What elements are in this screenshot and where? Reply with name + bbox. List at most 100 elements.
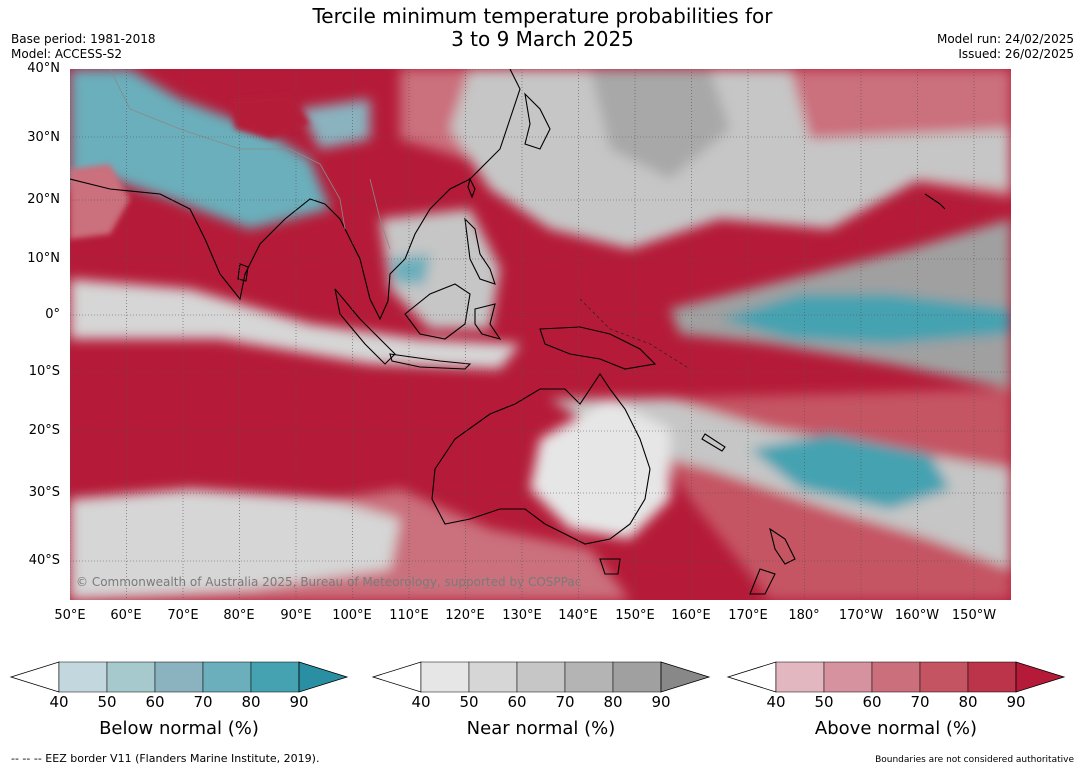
colorbar-near-segment (564, 661, 614, 693)
colorbar-above-tick: 50 (814, 693, 834, 711)
below-normal-borneo (390, 254, 430, 284)
colorbar-near-segment (612, 661, 662, 693)
colorbar-label-above: Above normal (%) (814, 718, 978, 739)
lon-label-160w: 160°W (894, 608, 940, 623)
colorbar-below-segment (202, 661, 252, 693)
lat-label-0: 0° (45, 307, 60, 322)
colorbar-near-normal (371, 661, 711, 693)
colorbar-near-tick: 50 (459, 693, 479, 711)
near-normal-core-north (590, 69, 730, 179)
eez-borders (579, 298, 691, 370)
lat-label-10s: 10°S (28, 364, 60, 379)
colorbar-above-tick: 70 (910, 693, 930, 711)
lon-label-60e: 60°E (110, 608, 142, 623)
below-normal-equatorial-pacific (720, 294, 1011, 344)
lon-label-120e: 120°E (445, 608, 485, 623)
colorbar-near-max-arrow (660, 661, 711, 693)
lon-label-110e: 110°E (389, 608, 429, 623)
near-normal-north-pacific (450, 69, 1011, 249)
coast-tasmania (599, 558, 621, 575)
lat-label-20n: 20°N (27, 192, 60, 207)
lon-label-160e: 160°E (671, 608, 711, 623)
coast-philippines (464, 217, 496, 285)
coast-australia (431, 373, 651, 545)
colorbar-near-segment (516, 661, 566, 693)
border-myanmar (319, 163, 346, 230)
lat-label-30s: 30°S (28, 485, 60, 500)
lon-label-140e: 140°E (558, 608, 598, 623)
colorbars (9, 661, 1066, 693)
lon-label-150e: 150°E (615, 608, 655, 623)
colorbar-near-tick: 70 (555, 693, 575, 711)
eez-line-1 (579, 298, 691, 370)
colorbar-above-segment (775, 661, 825, 693)
probability-map (70, 69, 1011, 600)
colorbar-above-normal (726, 661, 1066, 693)
colorbar-below-tick: 60 (145, 693, 165, 711)
lon-label-70e: 70°E (167, 608, 199, 623)
colorbar-near-tick: 90 (651, 693, 671, 711)
probability-field (70, 69, 1011, 600)
boundaries-note: Boundaries are not considered authoritat… (875, 755, 1074, 765)
issued-date: Issued: 26/02/2025 (958, 47, 1074, 61)
coast-sri-lanka (237, 263, 249, 282)
below-normal-south-pacific (750, 434, 950, 509)
colorbar-below-normal (9, 661, 349, 693)
colorbar-below-segment (250, 661, 300, 693)
lon-label-80e: 80°E (223, 608, 255, 623)
colorbar-near-tick: 60 (507, 693, 527, 711)
coast-borneo (404, 283, 471, 340)
lat-label-10n: 10°N (27, 251, 60, 266)
colorbar-below-segment (58, 661, 108, 693)
near-normal-southern-ocean (70, 489, 400, 600)
lat-label-20s: 20°S (28, 423, 60, 438)
colorbar-below-max-arrow (298, 661, 349, 693)
below-normal-south-asia (70, 69, 330, 229)
title-line-1: Tercile minimum temperature probabilitie… (312, 4, 773, 28)
colorbar-label-near: Near normal (%) (466, 718, 616, 739)
copyright-notice: © Commonwealth of Australia 2025, Bureau… (76, 575, 582, 589)
coast-india (70, 178, 326, 301)
colorbar-label-below: Below normal (%) (99, 718, 259, 739)
colorbar-below-segment (106, 661, 156, 693)
colorbar-above-segment (871, 661, 921, 693)
colorbar-below-min-arrow (9, 661, 60, 693)
border-indochina (369, 178, 391, 250)
lat-label-40s: 40°S (28, 553, 60, 568)
title-line-2: 3 to 9 March 2025 (451, 27, 634, 51)
colorbar-below-tick: 70 (193, 693, 213, 711)
lon-label-130e: 130°E (502, 608, 542, 623)
coastlines (70, 69, 946, 595)
lon-label-90e: 90°E (280, 608, 312, 623)
coast-new-guinea (539, 326, 657, 370)
near-normal-maritime (380, 209, 500, 329)
coast-java (389, 353, 472, 370)
colorbar-near-tick: 40 (411, 693, 431, 711)
colorbar-below-tick: 90 (289, 693, 309, 711)
colorbar-above-tick: 40 (766, 693, 786, 711)
lon-label-150w: 150°W (951, 608, 997, 623)
coast-taiwan (467, 177, 476, 199)
colorbar-above-segment (823, 661, 873, 693)
colorbar-below-tick: 50 (97, 693, 117, 711)
colorbar-above-segment (967, 661, 1017, 693)
colorbar-near-segment (468, 661, 518, 693)
coast-new-caledonia (701, 433, 726, 452)
colorbar-near-min-arrow (371, 661, 422, 693)
coast-southeast-asia (324, 69, 521, 321)
model-name: Model: ACCESS-S2 (11, 47, 123, 61)
coast-sumatra (334, 288, 396, 365)
colorbar-above-segment (919, 661, 969, 693)
colorbar-near-tick: 80 (603, 693, 623, 711)
base-period: Base period: 1981-2018 (11, 32, 156, 46)
above-normal-tibet (230, 94, 310, 139)
coast-new-zealand (749, 527, 796, 595)
lon-label-180: 180° (788, 608, 820, 623)
near-normal-indian-equator (70, 279, 520, 369)
colorbar-near-segment (420, 661, 470, 693)
lon-label-170w: 170°W (838, 608, 884, 623)
graticule (70, 69, 1011, 600)
coast-sulawesi (474, 303, 502, 340)
colorbar-above-min-arrow (726, 661, 777, 693)
lon-label-100e: 100°E (332, 608, 372, 623)
